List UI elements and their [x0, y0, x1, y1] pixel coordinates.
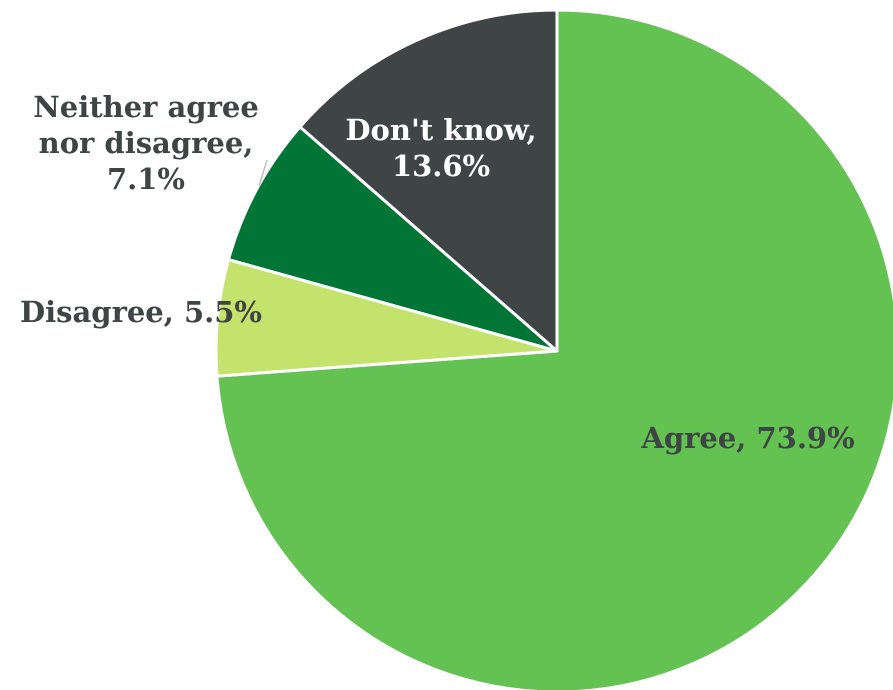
data-label-line: 7.1%	[107, 162, 185, 196]
data-label-line: 13.6%	[392, 149, 490, 183]
data-label-agree: Agree, 73.9%	[640, 421, 854, 455]
pie-slice-don-t-know	[298, 8, 559, 353]
pie-slice-neither-agree-nor-disagree	[226, 125, 559, 353]
pie-slice-agree	[215, 8, 893, 690]
pie-slices	[214, 8, 893, 690]
data-label-line: Disagree, 5.5%	[20, 295, 262, 329]
leader-line	[258, 159, 268, 187]
data-label-line: Neither agree	[33, 90, 259, 124]
data-label-line: Don't know,	[345, 113, 536, 147]
data-label-disagree: Disagree, 5.5%	[20, 295, 262, 329]
data-label-line: Agree, 73.9%	[640, 421, 854, 455]
data-label-don-t-know: Don't know, 13.6%	[345, 113, 536, 183]
data-label-neither-agree-nor-disagree: Neither agree nor disagree, 7.1%	[33, 90, 259, 196]
data-label-line: nor disagree,	[39, 126, 254, 160]
